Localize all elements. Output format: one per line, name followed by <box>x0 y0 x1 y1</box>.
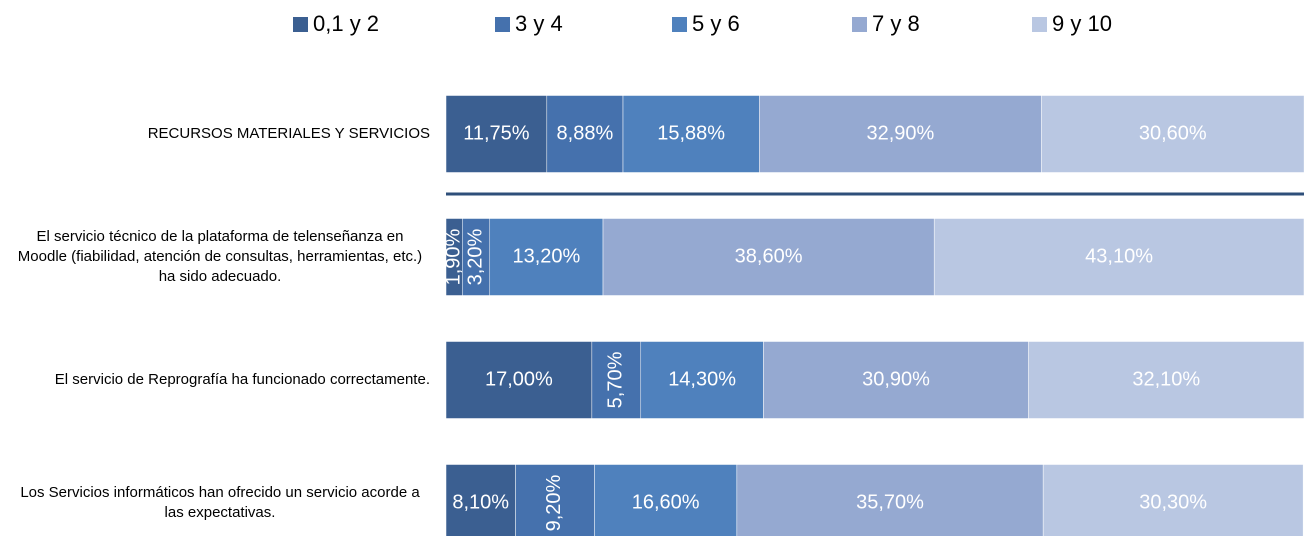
value-label: 5,70% <box>605 351 627 408</box>
legend-label: 9 y 10 <box>1052 11 1112 36</box>
chart: 0,1 y 2 3 y 4 5 y 6 7 y 8 9 y 10 11,75% 8,88% 1… <box>293 11 1304 536</box>
value-label: 13,20% <box>512 245 580 267</box>
legend-label: 7 y 8 <box>872 11 920 36</box>
value-label: 11,75% <box>463 122 530 144</box>
value-label: 8,10% <box>452 491 509 513</box>
category-label: El servicio técnico de la plataforma de … <box>0 212 430 302</box>
legend-swatch <box>495 17 510 32</box>
legend-label: 5 y 6 <box>692 11 740 36</box>
legend-swatch <box>852 17 867 32</box>
value-label: 30,30% <box>1139 491 1207 513</box>
bar-segment <box>640 341 764 419</box>
value-label: 14,30% <box>668 368 736 390</box>
bar-segment <box>515 464 595 536</box>
bar-segment <box>1041 95 1304 173</box>
category-text: Los Servicios informáticos han ofrecido … <box>20 484 420 521</box>
value-label: 9,20% <box>543 474 565 531</box>
bar-segment <box>622 95 760 173</box>
category-text: El servicio técnico de la plataforma de … <box>17 228 423 285</box>
value-label: 30,90% <box>862 368 930 390</box>
value-label: 38,60% <box>735 245 803 267</box>
category-text: RECURSOS MATERIALES Y SERVICIOS <box>147 125 430 142</box>
category-label: El servicio de Reprografía ha funcionado… <box>0 335 430 425</box>
bar-segment <box>462 218 491 296</box>
legend-swatch <box>1032 17 1047 32</box>
category-label: RECURSOS MATERIALES Y SERVICIOS <box>0 89 430 179</box>
bar-segment <box>1042 464 1304 536</box>
value-label: 32,90% <box>866 122 934 144</box>
bar-segment <box>1028 341 1304 419</box>
value-label: 17,00% <box>485 368 553 390</box>
legend-label: 3 y 4 <box>515 11 563 36</box>
value-label: 8,88% <box>557 122 614 144</box>
category-label: Los Servicios informáticos han ofrecido … <box>0 458 430 548</box>
bar-segment <box>546 95 624 173</box>
legend-swatch <box>672 17 687 32</box>
category-text: El servicio de Reprografía ha funcionado… <box>54 371 430 388</box>
page: 0,1 y 2 3 y 4 5 y 6 7 y 8 9 y 10 11,75% 8,88% 1… <box>0 10 1304 536</box>
bar-segment <box>933 218 1304 296</box>
value-label: 3,20% <box>464 228 486 285</box>
bar-segment <box>445 95 548 173</box>
bar-segment <box>602 218 935 296</box>
bar-segment <box>759 95 1042 173</box>
bar-segment <box>445 341 593 419</box>
bar-segment <box>594 464 738 536</box>
value-label: 43,10% <box>1085 245 1153 267</box>
legend-swatch <box>293 17 308 32</box>
value-label: 16,60% <box>632 491 700 513</box>
value-label: 30,60% <box>1139 122 1207 144</box>
value-label: 32,10% <box>1132 368 1200 390</box>
bar-segment <box>763 341 1029 419</box>
bar-segment <box>445 464 516 536</box>
legend-label: 0,1 y 2 <box>313 11 379 36</box>
value-label: 15,88% <box>657 122 725 144</box>
value-label: 1,90% <box>442 228 464 285</box>
value-label: 35,70% <box>856 491 924 513</box>
bar-segment <box>591 341 642 419</box>
